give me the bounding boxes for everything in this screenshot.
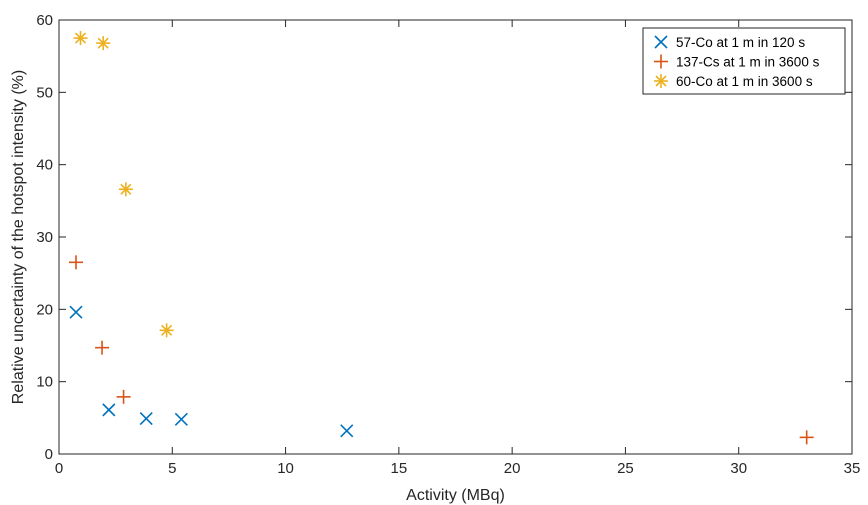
data-point: [799, 430, 814, 445]
x-tick-label: 5: [168, 460, 176, 477]
legend-label: 60-Co at 1 m in 3600 s: [676, 74, 813, 89]
legend: 57-Co at 1 m in 120 s 137-Cs at 1 m in 36…: [642, 27, 846, 95]
y-tick-label: 60: [36, 12, 53, 29]
legend-box: [642, 27, 846, 95]
y-axis-label: Relative uncertainty of the hotspot inte…: [10, 70, 27, 404]
data-point: [139, 411, 153, 426]
y-tick-label: 40: [36, 157, 53, 174]
legend-label: 57-Co at 1 m in 120 s: [676, 35, 805, 50]
y-tick-label: 10: [36, 374, 53, 391]
y-tick-label: 20: [36, 301, 53, 318]
data-point: [102, 403, 116, 417]
legend-marker: [654, 74, 668, 88]
y-tick-label: 0: [45, 446, 53, 463]
series-2: [68, 255, 814, 445]
y-tick-label: 50: [36, 84, 53, 101]
data-point: [118, 182, 133, 197]
data-point: [68, 255, 83, 270]
x-tick-label: 25: [617, 460, 634, 477]
tick-labels: 0 5 10 15 20 25 30 35 0 10 20 30 40 50 60: [36, 12, 860, 477]
data-point: [95, 340, 110, 355]
data-point: [96, 36, 111, 51]
series-3: [73, 31, 174, 338]
data-point: [69, 305, 83, 319]
x-tick-label: 0: [55, 460, 63, 477]
x-tick-label: 20: [504, 460, 521, 477]
x-axis-label: Activity (MBq): [406, 487, 505, 504]
legend-marker: [654, 35, 668, 49]
y-tick-label: 30: [36, 229, 53, 246]
legend-marker: [654, 54, 668, 69]
axes-box: [58, 19, 853, 455]
data-point: [174, 412, 188, 426]
legend-label: 137-Cs at 1 m in 3600 s: [676, 55, 820, 70]
x-tick-label: 30: [730, 460, 747, 477]
data-point: [73, 31, 88, 46]
data-point: [116, 389, 131, 404]
data-marks: [68, 31, 814, 445]
data-point: [340, 424, 354, 438]
data-point: [159, 323, 174, 338]
x-tick-label: 35: [844, 460, 861, 477]
series-1: [69, 305, 354, 438]
x-tick-label: 10: [277, 460, 294, 477]
x-tick-label: 15: [391, 460, 408, 477]
